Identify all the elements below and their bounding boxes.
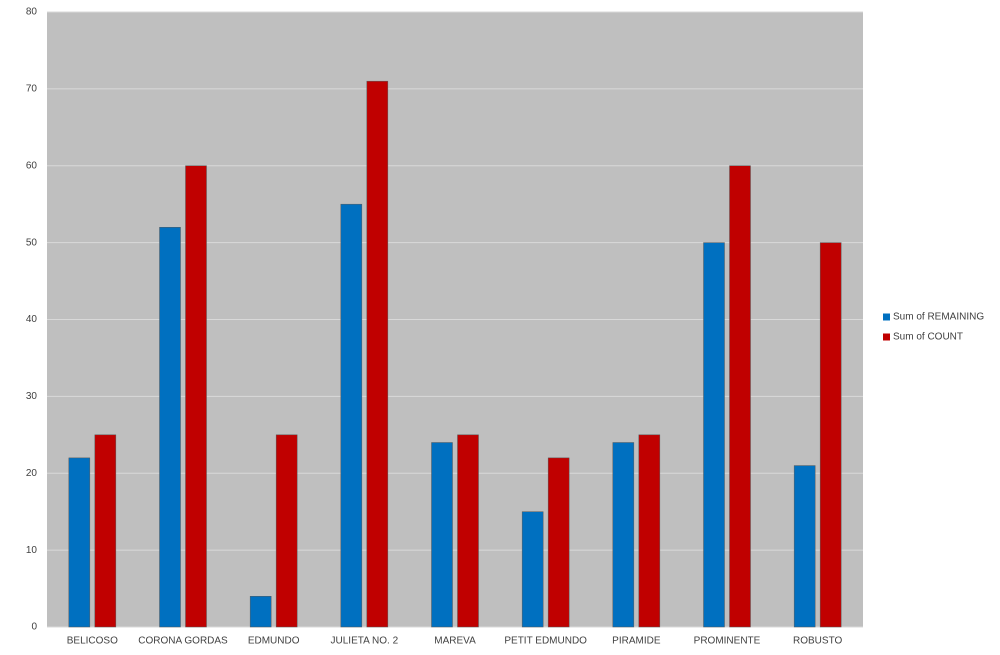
bar — [366, 80, 389, 628]
x-tick-label: CORONA GORDAS — [138, 636, 228, 647]
legend-swatch — [883, 313, 890, 321]
x-tick-label: PIRAMIDE — [612, 636, 661, 647]
legend-label: Sum of REMAINING — [893, 312, 984, 323]
x-tick-label: BELICOSO — [67, 636, 118, 647]
x-tick-label: PETIT EDMUNDO — [504, 636, 587, 647]
bar — [340, 203, 363, 628]
x-tick-label: MAREVA — [434, 636, 476, 647]
x-tick-label: ROBUSTO — [793, 636, 842, 647]
y-tick-label: 50 — [26, 237, 38, 248]
bar — [729, 165, 751, 628]
bar — [521, 511, 544, 628]
legend-swatch — [883, 333, 890, 341]
y-tick-label: 70 — [26, 84, 38, 95]
bar — [431, 442, 453, 628]
y-tick-label: 10 — [26, 545, 38, 556]
bar — [703, 242, 725, 628]
bar — [547, 457, 570, 628]
x-tick-label: PROMINENTE — [694, 636, 761, 647]
bar — [249, 596, 272, 628]
bar — [457, 434, 479, 628]
x-tick-label: JULIETA NO. 2 — [331, 636, 399, 647]
bar — [819, 242, 842, 628]
bar — [185, 165, 207, 628]
bar — [638, 434, 661, 628]
bar — [612, 442, 635, 628]
bar — [793, 465, 816, 628]
bar — [68, 457, 91, 628]
y-tick-label: 0 — [31, 622, 37, 633]
bar — [94, 434, 117, 628]
y-tick-label: 80 — [26, 7, 38, 18]
bar — [159, 227, 181, 628]
y-tick-label: 40 — [26, 314, 38, 325]
bar — [275, 434, 298, 628]
y-tick-label: 20 — [26, 468, 38, 479]
y-tick-label: 30 — [26, 391, 38, 402]
y-tick-label: 60 — [26, 160, 38, 171]
legend-label: Sum of COUNT — [893, 332, 963, 343]
x-tick-label: EDMUNDO — [248, 636, 300, 647]
